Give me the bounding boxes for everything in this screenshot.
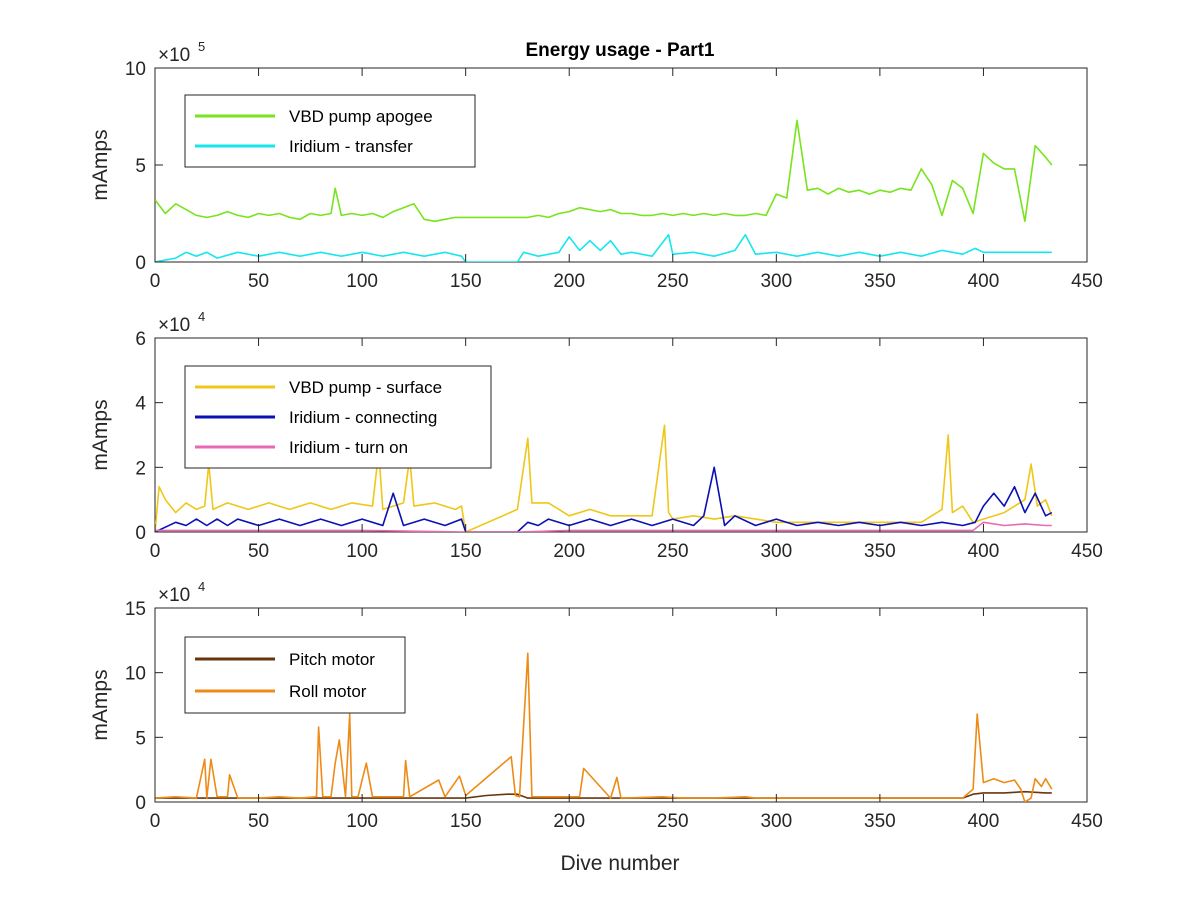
x-tick-label: 400	[968, 271, 1000, 292]
chart-title: Energy usage - Part1	[525, 40, 714, 61]
x-tick-label: 250	[657, 271, 689, 292]
x-tick-label: 200	[553, 811, 585, 832]
x-tick-label: 350	[864, 541, 896, 562]
x-tick-label: 150	[450, 811, 482, 832]
legend: VBD pump - surface Iridium - connecting Ir…	[184, 365, 492, 469]
x-tick-label: 450	[1071, 271, 1103, 292]
legend-label: Iridium - transfer	[289, 137, 413, 156]
y-tick-label: 10	[125, 59, 146, 80]
y-multiplier: ×10	[158, 45, 190, 66]
x-tick-label: 0	[150, 271, 161, 292]
y-tick-label: 5	[135, 156, 146, 177]
x-tick-label: 50	[248, 541, 269, 562]
series-line-2	[155, 652, 1053, 802]
x-tick-label: 300	[760, 541, 792, 562]
legend-label: Iridium - connecting	[289, 408, 437, 427]
x-tick-label: 350	[864, 811, 896, 832]
y-tick-label: 15	[125, 599, 146, 620]
y-tick-label: 0	[135, 793, 146, 814]
legend: Pitch motor Roll motor	[184, 636, 406, 714]
y-axis-label: mAmps	[89, 129, 112, 200]
y-multiplier-exponent: 5	[198, 39, 205, 54]
y-tick-label: 0	[135, 253, 146, 274]
series-line-1	[155, 424, 1053, 532]
subplot-3: 0 50 100 150 200 250 300 350 400 450 0 5 10 15 ×10 4 mAm…	[89, 579, 1103, 832]
y-tick-label: 5	[135, 728, 146, 749]
y-tick-label: 2	[135, 458, 146, 479]
series-line-2	[155, 466, 1053, 532]
x-tick-label: 100	[346, 811, 378, 832]
x-tick-label: 100	[346, 271, 378, 292]
x-tick-label: 350	[864, 271, 896, 292]
y-multiplier: ×10	[158, 585, 190, 606]
x-tick-label: 150	[450, 541, 482, 562]
legend-box	[184, 636, 406, 714]
y-axis-label: mAmps	[89, 669, 112, 740]
series-line-1	[155, 119, 1053, 223]
x-tick-label: 200	[553, 541, 585, 562]
x-tick-label: 0	[150, 541, 161, 562]
x-axis-label: Dive number	[560, 852, 679, 875]
subplot-1: 0 50 100 150 200 250 300 350 400 450 0 5 10 ×10 5 mAmps…	[89, 39, 1103, 292]
series-line-2	[155, 234, 1052, 262]
y-tick-label: 6	[135, 329, 146, 350]
x-tick-label: 250	[657, 541, 689, 562]
legend-label: Pitch motor	[289, 650, 375, 669]
x-tick-label: 250	[657, 811, 689, 832]
x-tick-label: 50	[248, 271, 269, 292]
x-tick-label: 50	[248, 811, 269, 832]
x-tick-label: 450	[1071, 541, 1103, 562]
legend-label: VBD pump apogee	[289, 107, 433, 126]
legend: VBD pump apogee Iridium - transfer	[184, 94, 476, 168]
y-multiplier-exponent: 4	[198, 579, 205, 594]
legend-label: VBD pump - surface	[289, 378, 442, 397]
subplot-2: 0 50 100 150 200 250 300 350 400 450 0 2 4 6 ×10 4 mAmps…	[89, 309, 1103, 562]
y-axis-label: mAmps	[89, 399, 112, 470]
y-tick-label: 4	[135, 394, 146, 415]
x-tick-label: 300	[760, 271, 792, 292]
x-tick-label: 400	[968, 541, 1000, 562]
y-multiplier-exponent: 4	[198, 309, 205, 324]
legend-label: Roll motor	[289, 682, 367, 701]
x-tick-label: 300	[760, 811, 792, 832]
legend-label: Iridium - turn on	[289, 438, 408, 457]
y-tick-label: 0	[135, 523, 146, 544]
x-tick-label: 200	[553, 271, 585, 292]
legend-box	[184, 94, 476, 168]
x-tick-label: 150	[450, 271, 482, 292]
y-multiplier: ×10	[158, 315, 190, 336]
y-tick-label: 10	[125, 664, 146, 685]
x-tick-label: 100	[346, 541, 378, 562]
x-tick-label: 0	[150, 811, 161, 832]
x-tick-label: 400	[968, 811, 1000, 832]
x-tick-label: 450	[1071, 811, 1103, 832]
